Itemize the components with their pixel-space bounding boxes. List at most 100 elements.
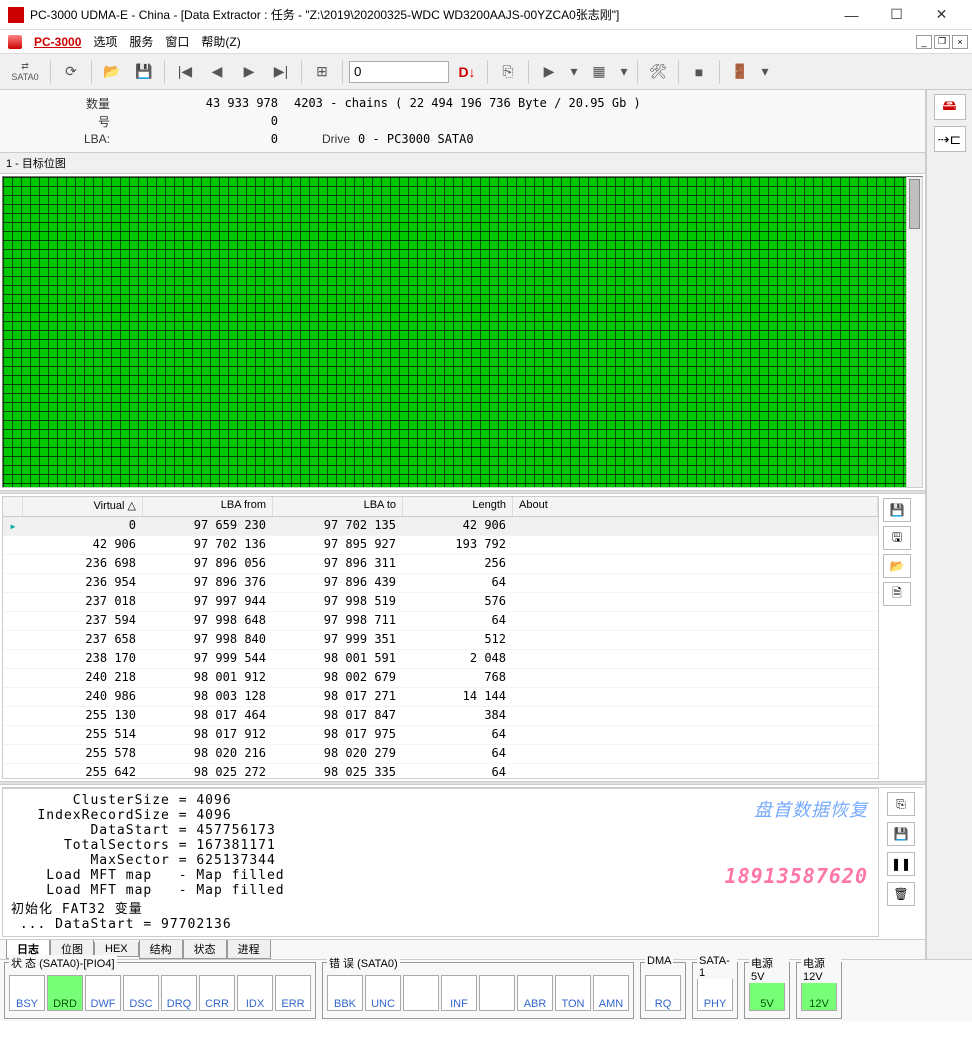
table-open-icon[interactable]: 📂 (883, 554, 911, 578)
log-clear-icon[interactable]: 🗑 (887, 882, 915, 906)
menu-service[interactable]: 服务 (129, 33, 153, 50)
side-connector-icon[interactable]: ⇢⊏ (934, 126, 966, 152)
status-box-PHY: PHY (697, 975, 733, 1011)
info-drive-value: 0 - PC3000 SATA0 (358, 132, 474, 146)
status-box-ERR: ERR (275, 975, 311, 1011)
mdi-close-button[interactable]: × (952, 35, 968, 49)
log-copy-icon[interactable]: ⎘ (887, 792, 915, 816)
tab-进程[interactable]: 进程 (227, 940, 271, 959)
table-row[interactable]: 255 51498 017 91298 017 97564 (3, 726, 878, 745)
table-row[interactable]: 238 17097 999 54498 001 5912 048 (3, 650, 878, 669)
table-doc-icon[interactable]: 🗎 (883, 582, 911, 606)
status-box-UNC: UNC (365, 975, 401, 1011)
status-group: 电源 12V12V (796, 962, 842, 1019)
table-row[interactable]: 237 01897 997 94497 998 519576 (3, 593, 878, 612)
log-save-icon[interactable]: 💾 (887, 822, 915, 846)
bitmap-title: 1 - 目标位图 (0, 153, 925, 174)
status-group: 状 态 (SATA0)-[PIO4]BSYDRDDWFDSCDRQCRRIDXE… (4, 962, 316, 1019)
col-length[interactable]: Length (403, 497, 513, 516)
table-row[interactable]: 236 69897 896 05697 896 311256 (3, 555, 878, 574)
right-sidebar: 🖴 ⇢⊏ (926, 90, 972, 959)
last-icon[interactable]: ▶| (267, 58, 295, 86)
table-row[interactable]: 240 21898 001 91298 002 679768 (3, 669, 878, 688)
open-icon[interactable]: 📂 (98, 58, 126, 86)
brand-icon (8, 35, 22, 49)
tools-icon[interactable]: 🛠 (644, 58, 672, 86)
position-input[interactable] (349, 61, 449, 83)
app-icon (8, 7, 24, 23)
table-row[interactable]: 240 98698 003 12898 017 27114 144 (3, 688, 878, 707)
status-box-DRD: DRD (47, 975, 83, 1011)
status-box-AMN: AMN (593, 975, 629, 1011)
grid2-icon[interactable]: ▦ (585, 58, 613, 86)
export-icon[interactable]: ⎘ (494, 58, 522, 86)
sata-button[interactable]: ⇄SATA0 (6, 58, 44, 86)
toolbar: ⇄SATA0 ⟳ 📂 💾 |◀ ◀ ▶ ▶| ⊞ D↓ ⎘ ▶ ▾ ▦ ▾ 🛠 … (0, 54, 972, 90)
refresh-icon[interactable]: ⟳ (57, 58, 85, 86)
bitmap-scrollbar[interactable] (906, 177, 922, 487)
table-row[interactable]: 237 65897 998 84097 999 351512 (3, 631, 878, 650)
grid-icon[interactable]: ⊞ (308, 58, 336, 86)
table-row[interactable]: 255 64298 025 27298 025 33564 (3, 764, 878, 778)
close-button[interactable]: ✕ (919, 1, 964, 29)
table-row[interactable]: 255 13098 017 46498 017 847384 (3, 707, 878, 726)
exit-dropdown-icon[interactable]: ▾ (758, 58, 772, 86)
mdi-restore-button[interactable]: ❐ (934, 35, 950, 49)
menu-options[interactable]: 选项 (93, 33, 117, 50)
prev-icon[interactable]: ◀ (203, 58, 231, 86)
table-save-icon[interactable]: 💾 (883, 498, 911, 522)
mdi-minimize-button[interactable]: _ (916, 35, 932, 49)
menu-window[interactable]: 窗口 (165, 33, 189, 50)
titlebar: PC-3000 UDMA-E - China - [Data Extractor… (0, 0, 972, 30)
status-box-RQ: RQ (645, 975, 681, 1011)
table-row[interactable]: 236 95497 896 37697 896 43964 (3, 574, 878, 593)
status-box-CRR: CRR (199, 975, 235, 1011)
tab-结构[interactable]: 结构 (139, 940, 183, 959)
status-box-INF: INF (441, 975, 477, 1011)
status-box-blank (403, 975, 439, 1011)
info-count-extra: 4203 - chains ( 22 494 196 736 Byte / 20… (278, 96, 641, 110)
info-drive-label: Drive (278, 132, 358, 146)
next-icon[interactable]: ▶ (235, 58, 263, 86)
info-count-value: 43 933 978 (118, 96, 278, 110)
info-panel: 数量 43 933 978 4203 - chains ( 22 494 196… (0, 90, 925, 153)
menu-help[interactable]: 帮助(Z) (201, 33, 240, 50)
first-icon[interactable]: |◀ (171, 58, 199, 86)
stop-icon[interactable]: ■ (685, 58, 713, 86)
table-row[interactable]: ▸097 659 23097 702 13542 906 (3, 517, 878, 536)
status-box-BSY: BSY (9, 975, 45, 1011)
status-box-DSC: DSC (123, 975, 159, 1011)
save-icon[interactable]: 💾 (130, 58, 158, 86)
tab-状态[interactable]: 状态 (183, 940, 227, 959)
maximize-button[interactable]: ☐ (874, 1, 919, 29)
brand-label[interactable]: PC-3000 (34, 35, 81, 49)
status-box-ABR: ABR (517, 975, 553, 1011)
minimize-button[interactable]: — (829, 1, 874, 29)
bitmap-view[interactable] (2, 176, 923, 488)
col-about[interactable]: About (513, 497, 878, 516)
status-group: 电源 5V5V (744, 962, 790, 1019)
col-virtual[interactable]: Virtual △ (23, 497, 143, 516)
status-box-IDX: IDX (237, 975, 273, 1011)
log-output[interactable]: ClusterSize = 4096 IndexRecordSize = 409… (2, 788, 879, 937)
window-title: PC-3000 UDMA-E - China - [Data Extractor… (30, 6, 829, 23)
side-disk-icon[interactable]: 🖴 (934, 94, 966, 120)
status-group: SATA-1PHY (692, 962, 738, 1019)
play-icon[interactable]: ▶ (535, 58, 563, 86)
table-row[interactable]: 42 90697 702 13697 895 927193 792 (3, 536, 878, 555)
exit-icon[interactable]: 🚪 (726, 58, 754, 86)
table-save2-icon[interactable]: 🖫 (883, 526, 911, 550)
status-box-BBK: BBK (327, 975, 363, 1011)
grid2-dropdown-icon[interactable]: ▾ (617, 58, 631, 86)
table-row[interactable]: 255 57898 020 21698 020 27964 (3, 745, 878, 764)
col-lba-from[interactable]: LBA from (143, 497, 273, 516)
info-lba-value: 0 (118, 132, 278, 146)
log-pause-icon[interactable]: ❚❚ (887, 852, 915, 876)
chain-table[interactable]: Virtual △ LBA from LBA to Length About ▸… (2, 496, 879, 779)
table-row[interactable]: 237 59497 998 64897 998 71164 (3, 612, 878, 631)
status-box-TON: TON (555, 975, 591, 1011)
col-lba-to[interactable]: LBA to (273, 497, 403, 516)
play-dropdown-icon[interactable]: ▾ (567, 58, 581, 86)
splitter-2[interactable] (0, 781, 925, 785)
indicator: D↓ (453, 58, 481, 86)
